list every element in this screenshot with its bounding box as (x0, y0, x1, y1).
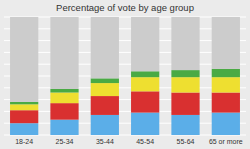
bar-segment (212, 113, 240, 135)
grid-line (4, 111, 246, 112)
bar-segment (212, 77, 240, 92)
bar-segment (212, 69, 240, 77)
bar-segment (91, 17, 119, 78)
x-axis: 18-24 25-34 35-44 45-54 55-64 65 or more (15, 138, 243, 145)
bar-segment (10, 102, 38, 104)
grid-line (4, 135, 246, 136)
x-tick-label: 25-34 (56, 138, 74, 145)
bar-segment (91, 96, 119, 115)
x-tick-label: 45-54 (136, 138, 154, 145)
bar-segment (10, 123, 38, 135)
bar-segment (212, 17, 240, 69)
x-tick-label: 18-24 (15, 138, 33, 145)
bar-segment (10, 110, 38, 123)
x-tick-label: 55-64 (177, 138, 195, 145)
bar-segment (212, 93, 240, 113)
bar-segment (91, 83, 119, 96)
bar-segment (50, 103, 78, 120)
bar-segment (131, 113, 159, 135)
x-tick-label: 35-44 (96, 138, 114, 145)
bar-segment (131, 71, 159, 77)
bar-segment (50, 89, 78, 93)
bar-segment (91, 78, 119, 83)
bar-segment (50, 120, 78, 135)
chart-container: Percentage of vote by age group 18-24 25-3… (0, 0, 250, 149)
grid-line (4, 17, 246, 18)
bar-segment (91, 115, 119, 135)
bar-segment (50, 93, 78, 104)
grid-line (4, 28, 246, 29)
grid (4, 17, 246, 135)
grid-line (4, 87, 246, 88)
grid-line (4, 64, 246, 65)
grid-line (4, 123, 246, 124)
bar-segment (50, 17, 78, 89)
grid-line (4, 52, 246, 53)
bar-segment (10, 17, 38, 102)
bar-segment (171, 70, 199, 77)
title: Percentage of vote by age group (56, 2, 194, 13)
bar-segment (10, 104, 38, 110)
bar-segment (171, 115, 199, 135)
bar-segment (171, 77, 199, 92)
bars (10, 17, 240, 135)
bar-segment (131, 77, 159, 91)
bar-segment (171, 93, 199, 115)
bar-segment (131, 91, 159, 112)
chart: Percentage of vote by age group 18-24 25-3… (0, 0, 250, 149)
x-tick-label: 65 or more (209, 138, 243, 145)
bar-segment (131, 17, 159, 71)
grid-line (4, 76, 246, 77)
grid-line (4, 99, 246, 100)
grid-line (4, 40, 246, 41)
bar-segment (171, 17, 199, 70)
